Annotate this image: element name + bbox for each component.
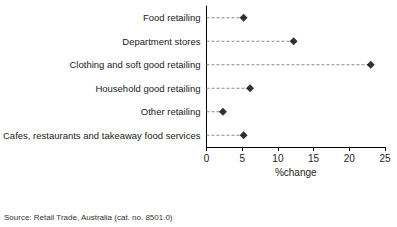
svg-text:10: 10 [272, 153, 284, 164]
svg-text:Household good retailing: Household good retailing [95, 83, 200, 94]
svg-text:15: 15 [308, 153, 320, 164]
svg-text:0: 0 [204, 153, 210, 164]
svg-text:%change: %change [275, 167, 317, 178]
svg-text:Food retailing: Food retailing [143, 12, 201, 23]
svg-text:5: 5 [239, 153, 245, 164]
svg-text:Cafes, restaurants and takeawa: Cafes, restaurants and takeaway food ser… [3, 130, 201, 141]
svg-text:Source: Retail Trade, Australi: Source: Retail Trade, Australia (cat. no… [4, 213, 173, 222]
svg-text:25: 25 [379, 153, 391, 164]
svg-text:Department stores: Department stores [122, 36, 200, 47]
svg-text:20: 20 [344, 153, 356, 164]
svg-text:Clothing and soft good retaili: Clothing and soft good retailing [70, 59, 201, 70]
svg-text:Other retailing: Other retailing [141, 106, 201, 117]
